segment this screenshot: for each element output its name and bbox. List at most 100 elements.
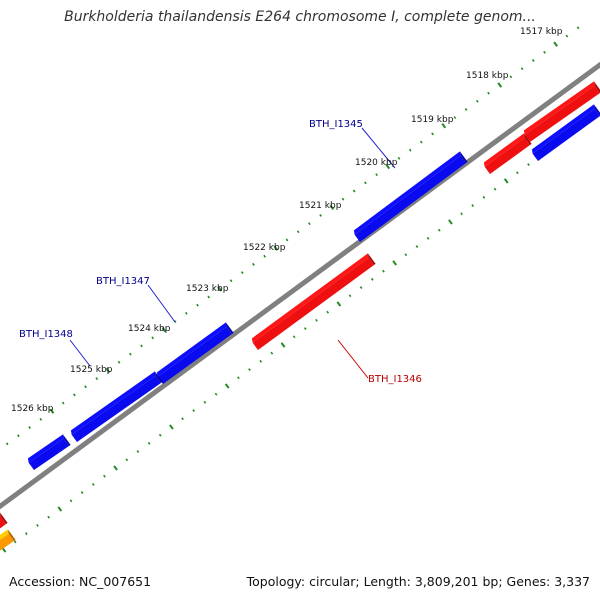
outer-tick [460,212,463,216]
gene-label-bth-i1347[interactable]: BTH_I1347 [96,276,150,287]
gene-bth-i1346-cap [367,253,376,265]
gene-fwd-partial-face[interactable] [28,438,69,470]
outer-tick [415,245,419,248]
inner-tick [441,123,447,129]
gene-bth-i1345[interactable] [353,151,468,242]
inner-tick [296,230,300,234]
inner-tick [509,75,513,79]
gene-bth-i1345-bevel [353,151,461,235]
leader-line-bth-i1346 [337,339,369,379]
gene-rev-small-face[interactable] [484,137,530,174]
gene-label-bth-i1345[interactable]: BTH_I1345 [309,119,363,130]
inner-tick [497,82,503,88]
gene-label-bth-i1348[interactable]: BTH_I1348 [19,329,73,340]
outer-tick [214,392,218,396]
kbp-label: 1525 kbp [70,365,113,375]
kbp-label: 1524 kbp [128,324,171,334]
inner-tick [252,262,255,266]
gene-bth-i1347-bevel [156,322,227,377]
outer-tick [80,491,84,495]
gene-features [0,81,600,552]
kbp-label: 1522 kbp [243,243,286,253]
inner-tick [117,360,121,364]
gene-label-bth-i1346[interactable]: BTH_I1346 [368,374,422,385]
outer-tick [1,547,7,553]
inner-tick [285,238,289,242]
gene-bth-i1347-face[interactable] [157,326,232,384]
gene-fwd-right-cap [593,104,600,116]
inner-tick [140,344,143,348]
outer-tick [348,294,352,298]
gene-bth-i1347-cap [225,322,234,334]
outer-tick [370,277,374,281]
inner-tick [39,417,43,421]
kbp-label: 1521 kbp [299,201,342,211]
gene-rev-right-face[interactable] [524,85,600,142]
outer-tick [248,368,251,371]
gene-rev-edge-bevel [0,512,1,518]
outer-tick [224,383,230,389]
gene-bth-i1346-face[interactable] [252,257,374,350]
gene-fwd-partial-cap [62,434,71,446]
inner-tick [196,303,199,307]
inner-tick [385,163,391,170]
gene-rev-small-bevel [483,133,525,167]
gene-rev-right-cap [593,81,600,93]
gene-rev-edge-cap [0,512,8,524]
gene-fwd-right-bevel [531,104,595,154]
inner-tick [217,286,223,292]
inner-tick [543,50,546,54]
gene-rev-edge[interactable] [0,512,8,530]
outer-tick [516,171,519,175]
gene-fwd-right-face[interactable] [532,108,600,161]
inner-tick [464,108,468,111]
inner-tick [308,222,311,226]
inner-tick [576,26,580,30]
inner-tick [72,393,76,397]
kbp-label: 1519 kbp [411,115,454,125]
inner-tick [105,367,111,374]
inner-tick [49,408,55,414]
outer-tick [103,474,106,478]
inner-tick [263,254,267,258]
outer-tick [315,318,318,322]
gene-bth-i1348-face[interactable] [71,375,161,442]
feature-edge-orange-cap [7,529,16,541]
gene-rev-right-bevel [523,81,595,135]
gene-fwd-partial[interactable] [27,434,71,470]
outer-tick [471,204,475,207]
outer-tick [392,260,398,266]
outer-tick [404,253,408,257]
outer-tick [69,499,73,503]
gene-bth-i1347[interactable] [156,322,234,384]
outer-tick [359,286,363,289]
outer-tick [113,465,118,471]
gene-bth-i1348[interactable] [70,371,163,442]
outer-tick [259,359,263,363]
feature-edge-orange-face[interactable] [0,533,14,552]
gene-fwd-right[interactable] [531,104,600,161]
gene-bth-i1345-face[interactable] [354,155,466,242]
inner-tick [431,132,434,136]
outer-tick [382,269,385,273]
inner-tick [17,434,20,438]
gene-rev-edge-face[interactable] [0,516,6,530]
outer-tick [136,450,140,453]
inner-tick [151,336,155,340]
inner-tick [240,271,244,274]
gene-rev-right[interactable] [523,81,600,142]
gene-bth-i1346[interactable] [251,253,376,350]
feature-edge-orange[interactable] [0,529,16,552]
gene-rev-small[interactable] [483,133,532,174]
kbp-labels: 1517 kbp 1518 kbp 1519 kbp 1520 kbp 1521… [11,27,563,414]
gene-bth-i1348-bevel [70,371,156,435]
outer-tick [24,532,28,536]
gene-fwd-partial-bevel [27,434,64,463]
inner-tick [397,156,401,160]
inner-tick [161,327,167,333]
genome-summary-text: Topology: circular; Length: 3,809,201 bp… [246,574,590,589]
inner-tick [419,140,423,144]
chromosome-backbone [0,61,600,510]
inner-tick [475,99,479,103]
map-title: Burkholderia thailandensis E264 chromoso… [64,9,536,25]
